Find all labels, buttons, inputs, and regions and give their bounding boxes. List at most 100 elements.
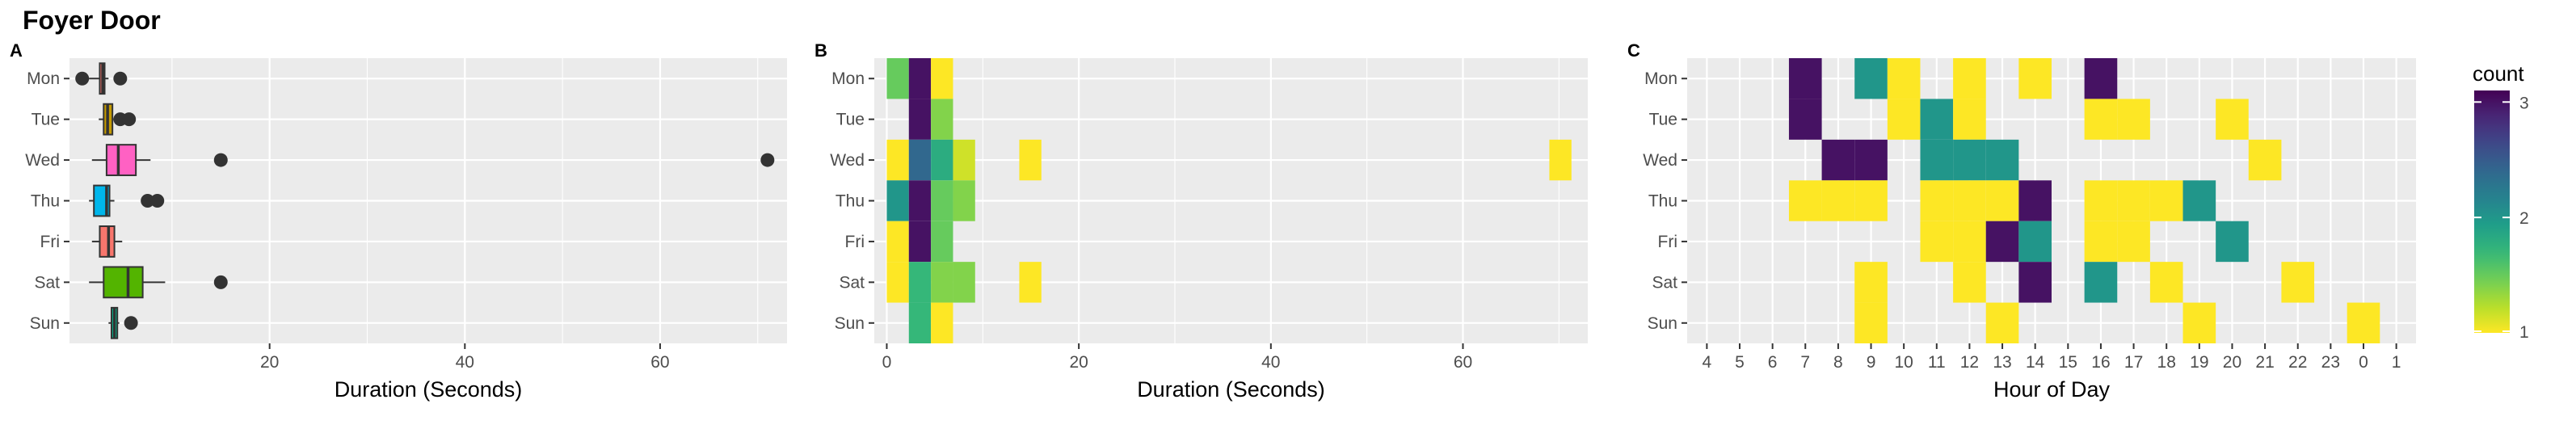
panel-c-x-tick-label: 11: [1928, 353, 1946, 372]
heatmap-cell: [886, 58, 909, 99]
panel-c-y-tick-label: Sat: [1652, 273, 1677, 292]
panel-c-x-tick-label: 17: [2124, 353, 2143, 372]
panel-c-y-tick-label: Tue: [1649, 111, 1677, 129]
heatmap-cell: [2149, 262, 2183, 303]
panel-c-x-tick-label: 23: [2321, 353, 2340, 372]
boxplot-outlier-point: [213, 275, 228, 289]
heatmap-cell: [908, 58, 932, 99]
heatmap-cell: [1788, 58, 1822, 99]
panel-a-tag: A: [10, 40, 23, 61]
legend-tick-label: 1: [2519, 323, 2529, 342]
heatmap-cell: [931, 99, 953, 140]
panel-a-x-tick-label: 20: [260, 353, 279, 372]
heatmap-cell: [953, 262, 975, 303]
heatmap-cell: [953, 139, 975, 181]
heatmap-cell: [1854, 262, 1888, 303]
heatmap-cell: [953, 180, 975, 221]
heatmap-cell: [1854, 180, 1888, 221]
heatmap-cell: [1953, 180, 1986, 221]
heatmap-cell: [1920, 139, 1954, 181]
heatmap-cell: [1788, 99, 1822, 140]
heatmap-cell: [1788, 180, 1822, 221]
panel-c-x-tick-label: 6: [1768, 353, 1778, 372]
panel-b-y-tick-label: Sun: [835, 314, 865, 333]
panel-a-y-tick-label: Fri: [40, 233, 61, 251]
heatmap-cell: [1985, 221, 2019, 263]
heatmap-cell: [1854, 302, 1888, 343]
panel-c-x-tick-label: 12: [1960, 353, 1979, 372]
panel-b-y-tick-label: Mon: [831, 69, 865, 88]
heatmap-cell: [1985, 302, 2019, 343]
panel-a-y-tick-label: Mon: [27, 69, 60, 88]
heatmap-cell: [1985, 139, 2019, 181]
panel-c-tag: C: [1627, 40, 1640, 61]
panel-a-x-axis-title: Duration (Seconds): [335, 377, 523, 402]
heatmap-cell: [1854, 139, 1888, 181]
heatmap-cell: [2084, 58, 2118, 99]
heatmap-cell: [1821, 139, 1855, 181]
legend-tick-label: 3: [2519, 94, 2529, 112]
panel-c-x-tick-label: 0: [2359, 353, 2368, 372]
heatmap-cell: [2084, 262, 2118, 303]
boxplot-outlier-point: [141, 194, 155, 208]
boxplot-box: [99, 225, 116, 258]
panel-c-x-tick-label: 22: [2288, 353, 2307, 372]
count-legend: count 1 2 3: [2473, 61, 2529, 342]
panel-c-x-tick-label: 7: [1800, 353, 1810, 372]
boxplot-outlier-point: [122, 112, 137, 127]
heatmap-cell: [1953, 139, 1986, 181]
heatmap-cell: [1019, 139, 1042, 181]
panel-a-y-tick-label: Thu: [31, 192, 60, 211]
panel-b-x-axis-title: Duration (Seconds): [1137, 377, 1325, 402]
panel-b-y-tick-label: Tue: [836, 111, 865, 129]
heatmap-cell: [2084, 180, 2118, 221]
panel-c-x-tick-label: 1: [2392, 353, 2401, 372]
heatmap-cell: [2216, 221, 2249, 263]
panel-a-x-tick-label: 60: [650, 353, 669, 372]
panel-b-tag: B: [814, 40, 827, 61]
heatmap-cell: [2216, 99, 2249, 140]
heatmap-cell: [886, 139, 909, 181]
boxplot-outlier-point: [75, 71, 90, 86]
boxplot-outlier-point: [760, 153, 775, 167]
heatmap-cell: [2281, 262, 2315, 303]
heatmap-cell: [2018, 180, 2052, 221]
figure-title: Foyer Door: [23, 6, 161, 35]
heatmap-cell: [886, 221, 909, 263]
heatmap-cell: [1887, 99, 1921, 140]
panel-c-y-tick-label: Mon: [1644, 69, 1677, 88]
panel-c-x-tick-label: 18: [2157, 353, 2176, 372]
heatmap-cell: [2117, 221, 2150, 263]
panel-c-y-tick-label: Sun: [1648, 314, 1677, 333]
heatmap-cell: [1887, 58, 1921, 99]
heatmap-cell: [1953, 58, 1986, 99]
heatmap-cell: [2117, 99, 2150, 140]
heatmap-cell: [2018, 262, 2052, 303]
panel-a-y-tick-label: Wed: [25, 151, 60, 170]
panel-a-y-tick-label: Tue: [32, 111, 60, 129]
panel-b-y-tick-label: Wed: [830, 151, 865, 170]
heatmap-cell: [2117, 180, 2150, 221]
heatmap-cell: [1985, 180, 2019, 221]
heatmap-cell: [1549, 139, 1572, 181]
heatmap-cell: [2084, 99, 2118, 140]
legend-colorbar: [2474, 90, 2510, 333]
panel-c-x-tick-label: 14: [2026, 353, 2045, 372]
heatmap-cell: [886, 180, 909, 221]
boxplot-box: [103, 266, 144, 299]
heatmap-cell: [931, 58, 953, 99]
heatmap-cell: [2182, 180, 2216, 221]
panel-c-x-tick-label: 8: [1833, 353, 1843, 372]
boxplot-box: [105, 144, 137, 176]
panel-b-y-tick-label: Thu: [836, 192, 865, 211]
heatmap-cell: [908, 302, 932, 343]
panel-b-x-tick-label: 40: [1261, 353, 1280, 372]
panel-b-x-tick-label: 60: [1454, 353, 1472, 372]
heatmap-cell: [1920, 99, 1954, 140]
panel-c-x-tick-label: 9: [1867, 353, 1876, 372]
heatmap-cell: [931, 302, 953, 343]
panel-c-x-tick-label: 16: [2091, 353, 2110, 372]
